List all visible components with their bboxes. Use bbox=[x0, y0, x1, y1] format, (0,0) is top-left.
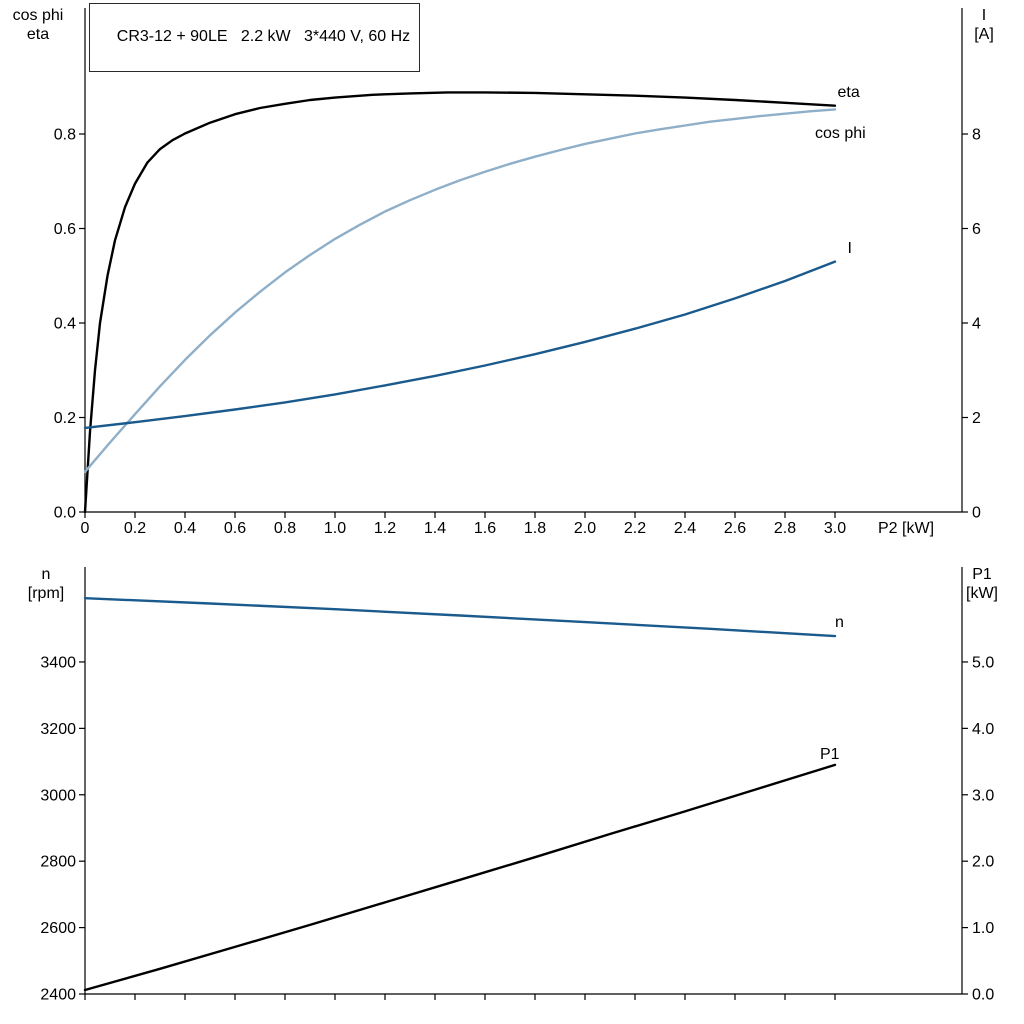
series-p1-label: P1 bbox=[820, 746, 840, 763]
left-tick-label: 2600 bbox=[40, 920, 76, 937]
right-tick-label: 8 bbox=[972, 127, 981, 144]
left-tick-label: 0.2 bbox=[54, 410, 76, 427]
left-tick-label: 0.8 bbox=[54, 127, 76, 144]
right-tick-label: 4 bbox=[972, 316, 981, 333]
series-eta-label: eta bbox=[838, 84, 860, 101]
left-tick-label: 2400 bbox=[40, 987, 76, 1004]
x-tick-label: 1.8 bbox=[524, 520, 546, 537]
left-tick-label: 3200 bbox=[40, 721, 76, 738]
series-cos-phi-label: cos phi bbox=[815, 125, 866, 142]
left-tick-label: 3000 bbox=[40, 787, 76, 804]
right-tick-label: 2.0 bbox=[972, 854, 994, 871]
series-p1-line bbox=[83, 763, 837, 992]
right-tick-label: 1.0 bbox=[972, 920, 994, 937]
left-tick-label: 0.4 bbox=[54, 316, 76, 333]
series-i-line bbox=[83, 260, 837, 430]
left-tick-label: 3400 bbox=[40, 654, 76, 671]
right-tick-label: 0.0 bbox=[972, 987, 994, 1004]
left-axis-title: [rpm] bbox=[28, 585, 64, 602]
series-i-label: I bbox=[848, 240, 852, 257]
right-tick-label: 2 bbox=[972, 410, 981, 427]
right-tick-label: 3.0 bbox=[972, 787, 994, 804]
left-tick-label: 2800 bbox=[40, 854, 76, 871]
x-tick-label: 0.2 bbox=[124, 520, 146, 537]
x-tick-label: 1.4 bbox=[424, 520, 446, 537]
chart-bottom: 2400 2600 2800 3000 3200 3400 0.0 1.0 2.0 3.0 4.0 5… bbox=[28, 566, 998, 1004]
x-tick-label: 1.6 bbox=[474, 520, 496, 537]
series-n-label: n bbox=[835, 614, 844, 631]
left-tick-label: 0.6 bbox=[54, 221, 76, 238]
series-n-line bbox=[83, 597, 837, 638]
right-tick-label: 5.0 bbox=[972, 654, 994, 671]
x-tick-label: 2.4 bbox=[674, 520, 696, 537]
left-axis-title: cos phi bbox=[13, 7, 64, 24]
chart-top: 0 0.2 0.4 0.6 0.8 1.0 1.2 1.4 1.6 1.8 2.0 2.2 2.4 2.6… bbox=[13, 7, 994, 537]
right-tick-label: 6 bbox=[972, 221, 981, 238]
x-tick-label: 2.8 bbox=[774, 520, 796, 537]
series-eta-line bbox=[83, 91, 837, 514]
chart-title: CR3-12 + 90LE 2.2 kW 3*440 V, 60 Hz bbox=[116, 28, 411, 45]
x-tick-label: 2.2 bbox=[624, 520, 646, 537]
x-tick-label: 1.2 bbox=[374, 520, 396, 537]
left-axis-title: n bbox=[42, 566, 51, 583]
x-axis-label: P2 [kW] bbox=[878, 520, 934, 537]
x-tick-label: 0.6 bbox=[224, 520, 246, 537]
x-tick-label: 0.4 bbox=[174, 520, 196, 537]
x-tick-label: 2.6 bbox=[724, 520, 746, 537]
x-tick-label: 3.0 bbox=[824, 520, 846, 537]
right-axis-title: I bbox=[982, 7, 986, 24]
right-axis-title: [kW] bbox=[966, 585, 998, 602]
series-cos-phi-line bbox=[83, 108, 837, 473]
right-tick-label: 0 bbox=[972, 505, 981, 522]
x-tick-label: 0 bbox=[81, 520, 90, 537]
left-tick-label: 0.0 bbox=[54, 505, 76, 522]
left-axis-title: eta bbox=[27, 26, 49, 43]
x-tick-label: 0.8 bbox=[274, 520, 296, 537]
right-axis-title: [A] bbox=[974, 26, 994, 43]
x-tick-label: 1.0 bbox=[324, 520, 346, 537]
right-axis-title: P1 bbox=[972, 566, 992, 583]
x-tick-label: 2.0 bbox=[574, 520, 596, 537]
right-tick-label: 4.0 bbox=[972, 721, 994, 738]
chart-title-box: CR3-12 + 90LE 2.2 kW 3*440 V, 60 Hz bbox=[89, 3, 421, 72]
